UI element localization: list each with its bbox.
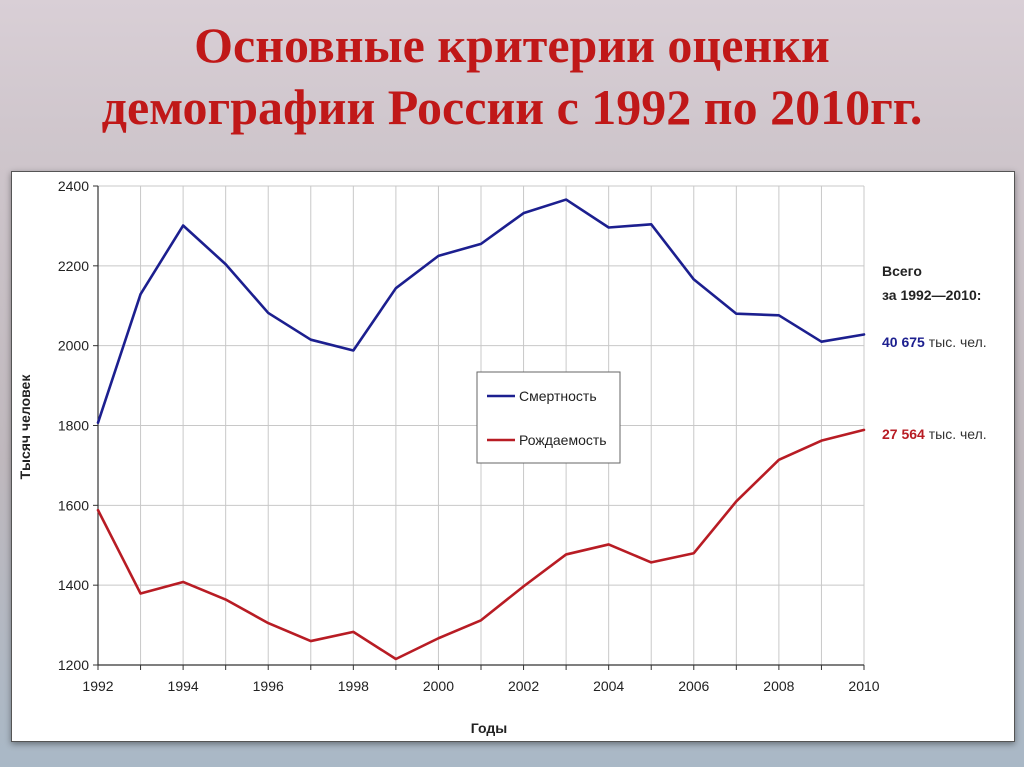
series-line-birthrate [96,428,866,661]
x-tick-label-1994: 1994 [168,678,199,694]
totals-heading-line-2: за 1992—2010: [882,287,981,303]
x-axis-title: Годы [471,720,507,736]
totals-annotation: Всего за 1992—2010: 40 675 тыс. чел. 27 … [882,263,987,442]
y-axis-title: Тысяч человек [17,374,33,480]
tick-labels: 1992 1994 1996 1998 2000 2002 2004 2006 2008 2010… [58,178,880,694]
x-tick-label-2008: 2008 [763,678,794,694]
legend: Смертность Рождаемость [476,371,621,464]
slide-title-line-1: Основные критерии оценки [194,17,830,73]
y-tick-label-2000: 2000 [58,338,89,354]
totals-heading-line-1: Всего [882,263,922,279]
y-tick-label-2200: 2200 [58,258,89,274]
y-tick-label-1600: 1600 [58,497,89,513]
x-tick-label-1992: 1992 [82,678,113,694]
x-tick-label-2010: 2010 [848,678,879,694]
x-tick-label-1996: 1996 [253,678,284,694]
series-layer [96,198,866,661]
y-tick-label-1200: 1200 [58,657,89,673]
births-total-value: 27 564 [882,426,925,442]
births-total-unit: тыс. чел. [925,426,987,442]
series-line-mortality [96,198,866,425]
x-tick-label-2004: 2004 [593,678,624,694]
demography-line-chart: 1992 1994 1996 1998 2000 2002 2004 2006 2008 2010… [17,178,987,736]
x-tick-label-1998: 1998 [338,678,369,694]
deaths-total-unit: тыс. чел. [925,334,987,350]
deaths-total-value: 40 675 [882,334,925,350]
y-tick-label-1800: 1800 [58,418,89,434]
slide-title-line-2: демографии России с 1992 по 2010гг. [101,79,923,135]
x-tick-label-2002: 2002 [508,678,539,694]
axes-layer [93,185,865,670]
legend-label-birthrate: Рождаемость [519,432,607,448]
x-tick-label-2006: 2006 [678,678,709,694]
legend-label-mortality: Смертность [519,388,597,404]
x-tick-label-2000: 2000 [423,678,454,694]
births-total: 27 564 тыс. чел. [882,426,987,442]
y-tick-label-1400: 1400 [58,577,89,593]
slide-title: Основные критерии оценки демографии Росс… [0,14,1024,138]
legend-box [476,371,621,464]
y-tick-label-2400: 2400 [58,178,89,194]
chart-panel: 1992 1994 1996 1998 2000 2002 2004 2006 2008 2010… [11,171,1015,742]
deaths-total: 40 675 тыс. чел. [882,334,987,350]
